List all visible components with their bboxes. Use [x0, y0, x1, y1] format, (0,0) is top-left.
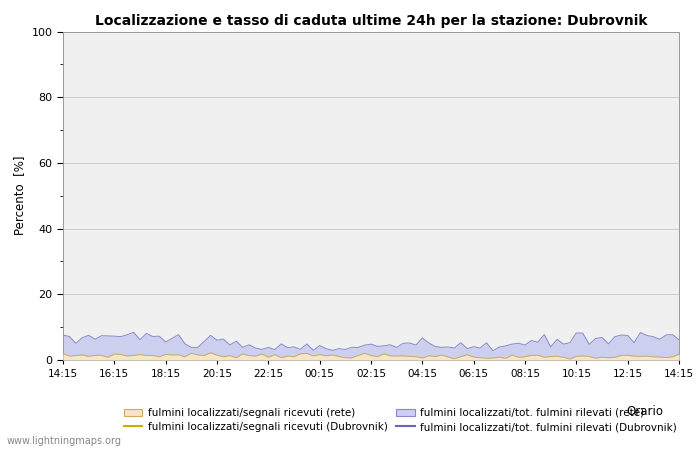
- Legend: fulmini localizzati/segnali ricevuti (rete), fulmini localizzati/segnali ricevut: fulmini localizzati/segnali ricevuti (re…: [124, 408, 676, 432]
- Y-axis label: Percento  [%]: Percento [%]: [13, 156, 26, 235]
- Text: www.lightningmaps.org: www.lightningmaps.org: [7, 436, 122, 446]
- Text: Orario: Orario: [626, 405, 664, 418]
- Title: Localizzazione e tasso di caduta ultime 24h per la stazione: Dubrovnik: Localizzazione e tasso di caduta ultime …: [94, 14, 648, 27]
